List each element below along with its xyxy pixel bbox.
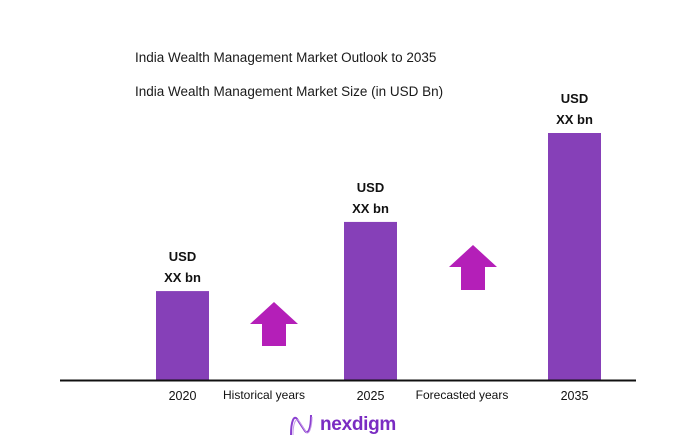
growth-arrow-icon (449, 245, 497, 290)
data-label-unit: USD (169, 249, 196, 264)
bar-2020 (156, 291, 209, 380)
data-label-unit: USD (357, 180, 384, 195)
x-tick-label: 2020 (169, 389, 197, 403)
growth-arrow-icon (250, 302, 298, 346)
x-tick-label: 2035 (561, 389, 589, 403)
period-label: Historical years (223, 388, 305, 402)
chart-title: India Wealth Management Market Outlook t… (135, 50, 437, 65)
data-label-unit: USD (561, 91, 588, 106)
period-label: Forecasted years (416, 388, 509, 402)
data-label-value: XX bn (164, 270, 201, 285)
nexdigm-logo-icon (290, 414, 313, 436)
data-label-value: XX bn (352, 201, 389, 216)
bar-2035 (548, 133, 601, 380)
chart-subtitle: India Wealth Management Market Size (in … (135, 84, 444, 99)
brand-name: nexdigm (320, 414, 397, 435)
nexdigm-logo: nexdigm (288, 413, 396, 437)
data-label-value: XX bn (556, 112, 593, 127)
bar-2025 (344, 221, 397, 380)
x-tick-label: 2025 (357, 389, 385, 403)
